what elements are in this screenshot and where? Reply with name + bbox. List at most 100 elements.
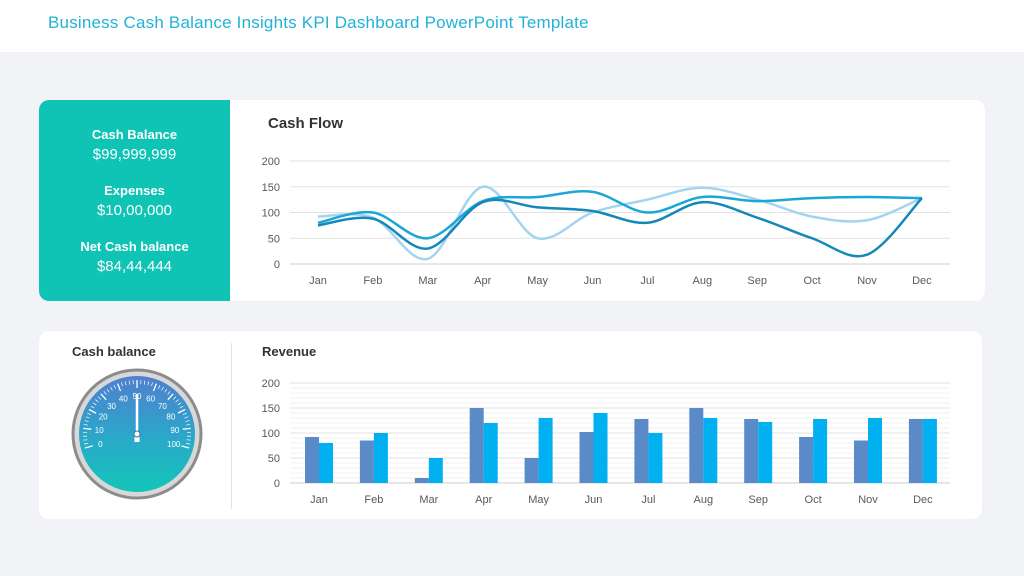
- kpi-label: Net Cash balance: [80, 239, 189, 254]
- gauge-tick: [83, 427, 92, 430]
- gauge-tick: [110, 386, 113, 391]
- gauge-label: 90: [170, 426, 179, 435]
- revenue-bar: [703, 418, 718, 483]
- revenue-bar: [305, 437, 319, 483]
- cash-flow-series-line: [317, 185, 923, 261]
- gauge-tick: [185, 420, 190, 422]
- gauge-tick: [179, 405, 184, 409]
- kpi-value: $10,00,000: [96, 202, 173, 219]
- gauge-tick: [152, 383, 157, 392]
- revenue-bar: [758, 422, 773, 483]
- revenue-bar: [428, 458, 443, 483]
- x-tick-label: Jul: [640, 275, 654, 287]
- revenue-bar: [579, 432, 594, 483]
- cash-flow-title: Cash Flow: [268, 115, 344, 132]
- gauge-tick: [87, 412, 92, 415]
- gauge-tick: [157, 384, 161, 389]
- gauge-tick: [90, 405, 95, 409]
- revenue-bar: [648, 433, 663, 483]
- revenue-bar: [868, 418, 882, 483]
- gauge-tick: [128, 380, 131, 385]
- gauge-tick: [117, 383, 122, 392]
- x-tick-label: Jan: [309, 275, 327, 287]
- y-tick-label: 150: [262, 182, 280, 194]
- cash-flow-series-line: [317, 197, 923, 258]
- revenue-bar: [922, 419, 937, 483]
- kpi-cash-balance: Cash Balance $99,999,999: [39, 127, 230, 163]
- cash-flow-series-line: [317, 190, 922, 240]
- revenue-bar: [373, 433, 388, 483]
- gauge-tick: [182, 412, 187, 415]
- gauge-tick: [103, 391, 107, 395]
- revenue-bar: [538, 418, 553, 483]
- gauge-label: 0: [98, 440, 103, 449]
- gauge-tick: [151, 382, 153, 387]
- revenue-bar: [908, 419, 923, 483]
- kpi-value: $84,44,444: [96, 258, 173, 275]
- kpi-panel: Cash Balance $99,999,999 Expenses $10,00,0…: [39, 100, 230, 301]
- gauge-tick: [186, 424, 191, 426]
- y-tick-label: 200: [262, 156, 280, 168]
- header: Business Cash Balance Insights KPI Dashb…: [0, 0, 1024, 52]
- revenue-bar: [524, 458, 539, 483]
- gauge-tick: [161, 386, 164, 391]
- gauge-title: Cash balance: [72, 344, 156, 359]
- gauge-tick: [167, 393, 174, 401]
- x-tick-label: Jan: [310, 494, 328, 506]
- revenue-bar: [799, 437, 814, 483]
- gauge-label: 100: [167, 440, 181, 449]
- gauge-label: 80: [166, 413, 175, 422]
- cash-flow-card: Cash Balance $99,999,999 Expenses $10,00,0…: [39, 100, 985, 301]
- gauge-tick: [83, 424, 88, 426]
- x-tick-label: Oct: [805, 494, 822, 506]
- x-tick-label: Dec: [912, 275, 932, 287]
- gauge-label: 20: [99, 413, 108, 422]
- kpi-label: Expenses: [104, 183, 165, 198]
- revenue-bar: [744, 419, 759, 483]
- y-tick-label: 100: [262, 428, 280, 440]
- revenue-bar: [483, 423, 498, 483]
- kpi-expenses: Expenses $10,00,000: [39, 183, 230, 219]
- gauge-tick: [175, 399, 179, 403]
- x-tick-label: Dec: [913, 494, 933, 506]
- y-tick-label: 0: [274, 478, 280, 490]
- kpi-value: $99,999,999: [92, 146, 177, 163]
- y-tick-label: 50: [268, 453, 280, 465]
- x-tick-label: Sep: [748, 494, 768, 506]
- revenue-bar: [813, 419, 828, 483]
- gauge-tick: [143, 380, 146, 385]
- gauge-label: 40: [119, 395, 128, 404]
- gauge-tick: [182, 427, 191, 430]
- gauge-tick: [177, 402, 182, 406]
- gauge-tick: [164, 388, 168, 393]
- gauge-tick: [121, 382, 123, 387]
- page-title: Business Cash Balance Insights KPI Dashb…: [48, 13, 589, 32]
- gauge-label: 10: [95, 426, 104, 435]
- gauge-pivot: [133, 430, 141, 438]
- divider: [231, 343, 232, 509]
- x-tick-label: Nov: [858, 494, 878, 506]
- x-tick-label: May: [527, 275, 548, 287]
- gauge-tick: [85, 416, 90, 419]
- gauge-tick: [124, 381, 127, 386]
- revenue-bar: [593, 413, 608, 483]
- x-tick-label: Feb: [363, 275, 382, 287]
- gauge-tick: [177, 408, 186, 414]
- gauge-label: 60: [146, 395, 155, 404]
- x-tick-label: Apr: [474, 275, 491, 287]
- gauge-tick: [172, 396, 177, 400]
- gauge-tick: [84, 445, 93, 449]
- x-tick-label: Apr: [475, 494, 492, 506]
- gauge-tick: [97, 396, 102, 400]
- gauge-tick: [181, 445, 190, 449]
- revenue-bar: [469, 408, 484, 483]
- x-tick-label: Nov: [857, 275, 877, 287]
- revenue-bar: [854, 440, 868, 483]
- kpi-net-cash-balance: Net Cash balance $84,44,444: [39, 239, 230, 275]
- revenue-bar: [689, 408, 704, 483]
- gauge-tick: [88, 408, 97, 414]
- revenue-bar: [634, 419, 649, 483]
- x-tick-label: May: [528, 494, 549, 506]
- x-tick-label: Aug: [694, 494, 714, 506]
